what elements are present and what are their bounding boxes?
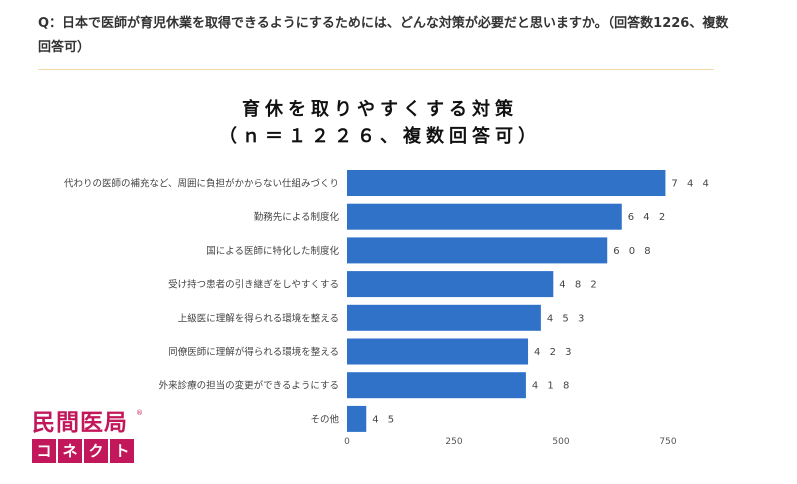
bar	[347, 372, 526, 399]
x-tick-label: 0	[344, 437, 350, 447]
logo-connect: コ ネ ク ト	[32, 439, 136, 463]
bar	[347, 237, 608, 264]
value-label: 4 8 2	[559, 280, 599, 291]
value-label: 4 2 3	[534, 347, 574, 358]
logo-char: コ	[32, 439, 56, 463]
value-label: 6 4 2	[628, 212, 668, 223]
registered-mark: ®	[136, 409, 143, 417]
chart-subtitle: （ｎ＝１２２６、複数回答可）	[219, 126, 541, 147]
category-label: その他	[310, 413, 339, 425]
logo-char: ト	[110, 439, 134, 463]
logo-wordmark: 民間医局	[32, 410, 128, 436]
category-label: 外来診療の担当の変更ができるようにする	[159, 380, 339, 392]
bar	[347, 170, 666, 196]
value-label: 4 5	[372, 414, 397, 425]
bar	[347, 338, 529, 365]
x-tick-label: 750	[659, 437, 676, 447]
x-tick-label: 250	[445, 437, 462, 447]
logo-char: ク	[84, 439, 108, 463]
category-label: 上級医に理解を得られる環境を整える	[178, 312, 339, 324]
x-tick-label: 500	[552, 437, 569, 447]
chart-title-block: 育休を取りやすくする対策 （ｎ＝１２２６、複数回答可）	[190, 96, 570, 150]
bar	[347, 405, 367, 432]
category-label: 勤務先による制度化	[254, 211, 340, 223]
survey-question: Q：日本で医師が育児休業を取得できるようにするためには、どんな対策が必要だと思い…	[38, 16, 729, 55]
value-label: 6 0 8	[613, 246, 653, 257]
category-label: 代わりの医師の補充など、周囲に負担がかからない仕組みづくり	[64, 178, 339, 190]
logo-char: ネ	[58, 439, 82, 463]
bar	[347, 304, 541, 331]
value-label: 4 5 3	[547, 313, 587, 324]
category-label: 受け持つ患者の引き継ぎをしやすくする	[168, 279, 339, 291]
bar	[347, 271, 554, 298]
category-label: 国による医師に特化した制度化	[206, 245, 339, 257]
divider	[38, 69, 714, 70]
chart-title: 育休を取りやすくする対策	[242, 99, 518, 120]
minkan-ikyoku-connect-logo: 民間医局 コ ネ ク ト ®	[32, 409, 143, 467]
category-label: 同僚医師に理解が得られる環境を整える	[168, 346, 339, 358]
value-label: 4 1 8	[532, 381, 572, 392]
value-label: 7 4 4	[671, 179, 711, 190]
bar	[347, 203, 622, 230]
